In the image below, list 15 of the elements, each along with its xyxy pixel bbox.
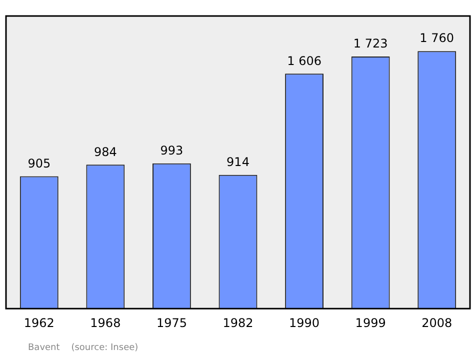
data-label: 993 (160, 143, 184, 158)
data-label: 1 723 (353, 36, 388, 51)
text: Bavent (source: Insee) (28, 343, 138, 353)
x-tick-label: 1990 (289, 316, 320, 330)
x-tick-label: 1982 (222, 316, 254, 330)
x-tick-label: 1975 (156, 316, 187, 330)
x-tick-label: 2008 (422, 316, 452, 330)
x-tick-label: 1968 (90, 316, 121, 330)
data-label: 1 760 (420, 31, 454, 46)
x-tick-label: 1962 (24, 316, 54, 330)
data-label: 984 (94, 144, 117, 159)
x-tick-label: 1999 (355, 316, 386, 330)
data-label: 905 (28, 156, 51, 170)
data-label: 914 (226, 155, 250, 170)
data-label: 1 606 (287, 54, 322, 68)
